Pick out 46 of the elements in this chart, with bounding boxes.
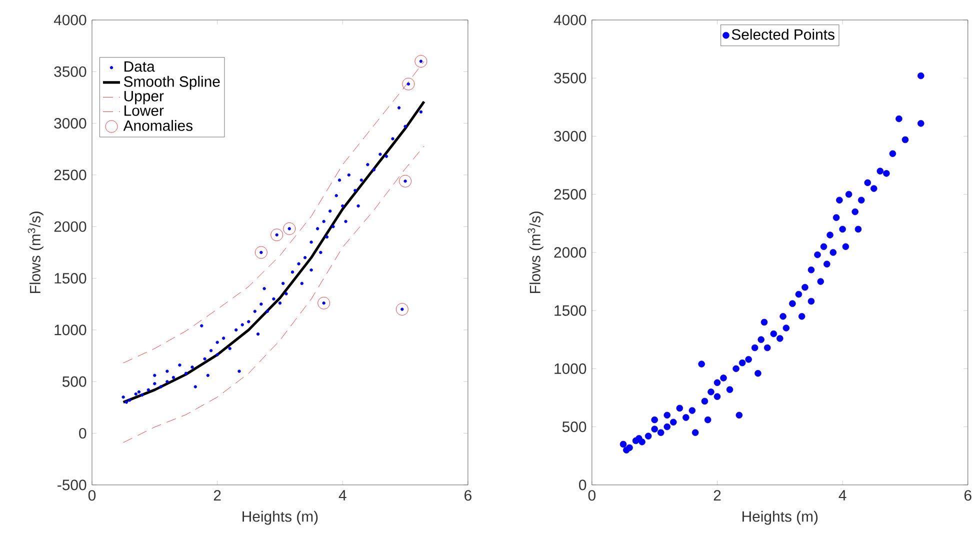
legend-label: Selected Points [732,28,834,40]
y-tick-label: 1000 [554,363,586,374]
point [254,246,268,259]
y-axis-title: Flows (m$^{3}$/s) [28,212,44,294]
y-tick-label: 1000 [54,324,86,336]
y-tick-label: 2000 [554,247,586,258]
y-tick-label: 2500 [54,170,86,180]
y-tick-label: 0 [79,428,86,439]
y-tick-label: 1500 [54,273,86,284]
y-tick-label: -500 [58,480,86,490]
x-tick-label: 6 [464,490,472,501]
y-tick-label: 3000 [54,118,86,129]
y-tick-label: 3000 [554,130,586,142]
x-tick-label: 4 [838,490,846,500]
y-tick-label: 500 [562,422,586,432]
legend-label: Data [124,61,155,72]
point [318,296,330,310]
point [399,175,412,188]
x-axis-title: Heights (m) [242,510,318,525]
point [414,55,428,68]
x-tick-label: 0 [88,490,96,501]
y-tick-label: 3500 [54,66,86,77]
y-tick-label: 3500 [554,72,586,84]
point [283,222,296,235]
legend-label: Anomalies [123,120,192,131]
y-tick-label: 4000 [54,14,86,26]
y-tick-label: 1500 [554,305,586,316]
x-tick-label: 2 [714,490,721,501]
x-tick-label: 0 [588,490,596,501]
y-tick-label: 500 [62,376,86,387]
y-tick-label: 0 [579,480,586,490]
y-tick-label: 4000 [554,14,586,26]
y-tick-label: 2000 [54,221,86,232]
point [402,78,415,90]
point [270,228,284,242]
x-tick-label: 2 [214,490,221,501]
y-axis-title: Flows (m$^{3}$/s) [528,212,544,294]
legend-label: Smooth Spline [124,76,220,90]
x-tick-label: 4 [338,490,346,500]
point [396,303,408,316]
x-axis-title: Heights (m) [742,510,818,525]
y-tick-label: 2500 [554,189,586,200]
line-series [123,146,424,443]
legend-label: Lower [124,105,164,116]
legend-label: Upper [124,90,164,104]
x-tick-label: 6 [964,490,972,501]
